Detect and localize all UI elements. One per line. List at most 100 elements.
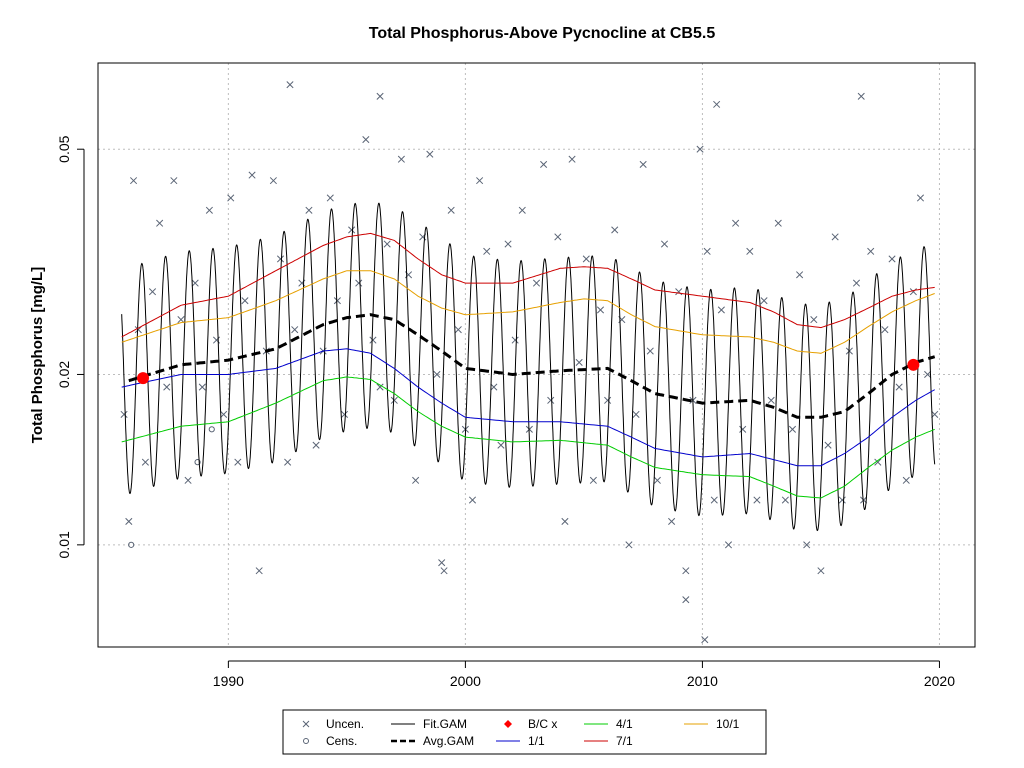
x-mark: [156, 219, 164, 227]
x-mark: [340, 410, 349, 418]
uncensored-point: [596, 306, 605, 314]
legend-entry: Avg.GAM: [391, 734, 474, 748]
uncensored-point: [476, 177, 484, 185]
uncensored-point: [831, 233, 839, 241]
uncensored-point: [703, 247, 711, 255]
x-mark: [141, 458, 149, 466]
uncensored-point: [532, 279, 541, 287]
legend-entry: 7/1: [584, 734, 633, 748]
x-mark: [376, 383, 384, 391]
x-mark: [625, 541, 633, 549]
x-axis: 1990 2000 2010 2020: [213, 660, 955, 689]
x-mark: [701, 636, 709, 644]
x-mark: [376, 92, 384, 100]
uncensored-point: [540, 160, 548, 168]
uncensored-point: [305, 206, 313, 214]
observation-points: [120, 81, 939, 644]
uncensored-point: [696, 145, 704, 153]
legend-circle-mark: [303, 738, 309, 744]
x-mark: [582, 255, 590, 263]
uncensored-point: [632, 410, 640, 418]
uncensored-point: [838, 496, 846, 504]
x-mark: [852, 279, 861, 287]
uncensored-point: [269, 177, 277, 185]
y-tick-label: 0.01: [56, 531, 72, 558]
legend-label: Cens.: [326, 734, 357, 748]
uncensored-point: [234, 458, 242, 466]
x-mark: [125, 517, 133, 525]
uncensored-point: [625, 541, 633, 549]
uncensored-point: [490, 383, 498, 391]
x-mark: [276, 255, 285, 263]
x-mark: [895, 383, 903, 391]
x-mark: [362, 136, 370, 144]
y-tick-label: 0.02: [56, 361, 72, 388]
uncensored-point: [362, 136, 370, 144]
uncensored-point: [426, 150, 434, 158]
uncensored-point: [781, 496, 789, 504]
uncensored-point: [369, 336, 377, 344]
uncensored-point: [511, 336, 519, 344]
legend-x-mark: [302, 720, 310, 728]
x-mark: [326, 194, 334, 202]
x-mark: [518, 206, 526, 214]
y-axis: 0.01 0.02 0.05: [56, 135, 85, 558]
x-mark: [220, 410, 228, 418]
x-mark: [831, 233, 839, 241]
uncensored-point: [888, 255, 896, 263]
uncensored-point: [205, 206, 213, 214]
uncensored-point: [568, 155, 576, 163]
uncensored-point: [817, 567, 825, 575]
x-mark: [234, 458, 242, 466]
uncensored-point: [682, 596, 690, 604]
x-mark: [497, 441, 505, 449]
uncensored-point: [286, 81, 294, 89]
x-mark: [312, 441, 320, 449]
x-mark: [269, 177, 277, 185]
legend: Uncen. Cens. Fit.GAM Avg.GAM B/C x 1/1 4/1 7/1 1…: [282, 709, 767, 755]
x-mark: [703, 247, 711, 255]
x-mark: [390, 396, 398, 404]
legend-diamond-mark: [504, 720, 512, 728]
x-mark: [177, 316, 185, 324]
series-line-10-1: [121, 270, 935, 354]
uncensored-point: [675, 288, 683, 296]
uncensored-point: [333, 297, 341, 305]
uncensored-point: [732, 219, 740, 227]
uncensored-point: [125, 517, 133, 525]
x-mark: [717, 306, 725, 314]
x-mark: [205, 206, 213, 214]
bc-points: [137, 358, 920, 385]
uncensored-point: [582, 255, 590, 263]
uncensored-point: [660, 240, 669, 248]
x-mark: [867, 247, 875, 255]
uncensored-point: [753, 496, 761, 504]
x-mark: [227, 194, 235, 202]
plot-frame: [97, 62, 976, 648]
x-mark: [291, 326, 299, 334]
grid-lines: [98, 63, 975, 647]
uncensored-point: [874, 458, 882, 466]
legend-label: B/C x: [528, 717, 557, 731]
uncensored-point: [796, 271, 804, 279]
x-mark: [796, 271, 804, 279]
uncensored-point: [120, 410, 128, 418]
uncensored-point: [170, 177, 178, 185]
uncensored-point: [340, 410, 349, 418]
uncensored-point: [824, 441, 832, 449]
x-mark: [713, 100, 721, 108]
x-mark: [838, 496, 846, 504]
x-mark: [881, 326, 889, 334]
x-mark: [547, 396, 555, 404]
uncensored-point: [376, 383, 384, 391]
x-mark: [902, 476, 910, 484]
x-mark: [468, 496, 477, 504]
uncensored-point: [760, 297, 768, 305]
censored-point: [128, 541, 135, 548]
uncensored-point: [575, 358, 583, 367]
uncensored-point: [852, 279, 861, 287]
uncensored-point: [724, 541, 733, 549]
x-mark: [646, 347, 654, 355]
x-mark: [433, 370, 441, 379]
x-mark: [653, 476, 661, 484]
